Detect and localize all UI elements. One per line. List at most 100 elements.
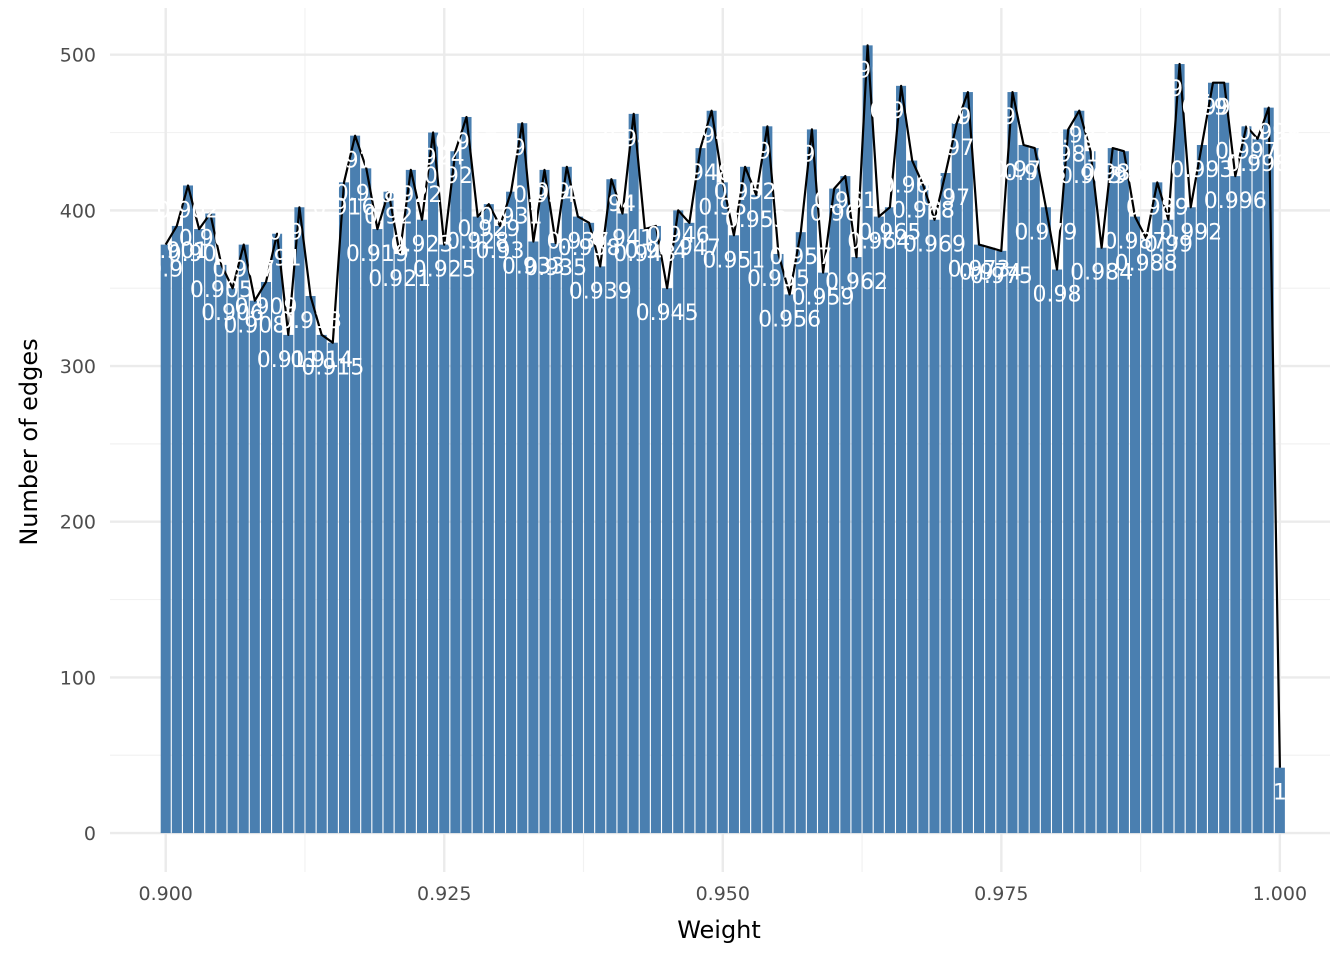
bar-label: 0.981 — [1037, 142, 1100, 167]
bar — [561, 166, 572, 834]
y-tick-label: 100 — [60, 667, 96, 689]
bar — [1274, 767, 1285, 834]
bar-label: 0.951 — [702, 248, 765, 273]
bar — [428, 132, 439, 834]
bar-label: 0.98 — [1033, 283, 1082, 308]
bar-label: 0.953 — [725, 208, 788, 233]
bars — [160, 45, 1285, 834]
bar — [472, 216, 483, 834]
bar-label: 0.985 — [1081, 161, 1144, 186]
bar — [1196, 144, 1207, 834]
bar — [327, 342, 338, 834]
bar — [394, 253, 405, 834]
bar — [494, 225, 505, 834]
bar — [918, 185, 929, 834]
bar — [606, 179, 617, 834]
y-tick-label: 300 — [60, 356, 96, 378]
bar-label: 0.902 — [156, 198, 219, 223]
bar-label: 1 — [1273, 781, 1287, 806]
bar — [1208, 82, 1219, 834]
bar — [695, 148, 706, 834]
bar-label: 0.998 — [1226, 152, 1289, 177]
bar-label: 0.971 — [925, 136, 988, 161]
bar — [1074, 110, 1085, 834]
frequency-line — [164, 44, 1281, 768]
bar — [294, 207, 305, 834]
bar — [1130, 216, 1141, 834]
bar-label: 0.963 — [836, 58, 899, 83]
bar — [528, 241, 539, 834]
bar-label: 0.927 — [435, 130, 498, 155]
bar-label: 0.96 — [810, 202, 859, 227]
bar — [851, 257, 862, 834]
bar-label: 0.957 — [769, 245, 832, 270]
bar — [806, 129, 817, 834]
bar-label: 0.949 — [680, 124, 743, 149]
bar — [260, 281, 271, 834]
bar — [673, 210, 684, 834]
bar-label: 0.915 — [301, 356, 364, 381]
bar — [350, 135, 361, 834]
bar — [238, 244, 249, 834]
bar — [361, 168, 372, 834]
bar-label: 0.922 — [379, 183, 442, 208]
bar-label: 0.906 — [201, 301, 264, 326]
bar-label: 0.961 — [814, 189, 877, 214]
bar — [829, 188, 840, 834]
bar-label: 0.996 — [1204, 189, 1267, 214]
bar-label: 0.931 — [480, 205, 543, 230]
y-tick-label: 200 — [60, 512, 96, 534]
axis-ticks: 0 100 200 300 400 500 0.900 0.925 0.950 0.975 1.00… — [60, 45, 1307, 905]
x-tick-label: 0.975 — [974, 883, 1028, 905]
bar-label: 0.937 — [546, 230, 609, 255]
bar — [996, 250, 1007, 834]
bar-label: 0.983 — [1059, 164, 1122, 189]
bar — [639, 229, 650, 834]
bar-label: 0.911 — [257, 348, 320, 373]
bar — [517, 123, 528, 834]
bar — [884, 207, 895, 834]
bar — [461, 116, 472, 834]
bar-label: 0.984 — [1070, 261, 1133, 286]
bar-label: 0.948 — [669, 161, 732, 186]
bar — [372, 229, 383, 834]
bar — [1107, 148, 1118, 834]
bar-label: 0.97 — [921, 186, 970, 211]
bar — [272, 233, 283, 834]
bar-label: 0.966 — [870, 99, 933, 124]
bar — [194, 229, 205, 834]
bar — [1185, 207, 1196, 834]
bar — [751, 194, 762, 834]
bar — [205, 213, 216, 834]
bar-label: 0.944 — [624, 239, 687, 264]
bar-label: 0.93 — [475, 239, 524, 264]
bar — [1096, 247, 1107, 834]
bar — [662, 288, 673, 834]
y-tick-label: 400 — [60, 200, 96, 222]
bar-labels: 0.90.9010.9020.9030.9040.9050.9060.9070.… — [145, 58, 1300, 805]
x-tick-label: 1.000 — [1253, 883, 1307, 905]
bar-label: 0.986 — [1092, 164, 1155, 189]
bar-label: 0.919 — [346, 242, 409, 267]
bar — [862, 45, 873, 834]
bar — [628, 113, 639, 834]
bar — [962, 92, 973, 834]
bar — [873, 216, 884, 834]
y-tick-label: 500 — [60, 45, 96, 67]
bar — [773, 253, 784, 834]
bar-label: 0.954 — [736, 139, 799, 164]
bar — [506, 191, 517, 834]
bar — [216, 264, 227, 834]
bar — [249, 300, 260, 834]
bar-label: 0.987 — [1104, 230, 1167, 255]
bar-label: 0.908 — [223, 314, 286, 339]
bar-label: 0.909 — [234, 295, 297, 320]
bar-label: 0.923 — [390, 233, 453, 258]
bar-label: 0.978 — [1003, 161, 1066, 186]
bar-label: 0.99 — [1144, 233, 1193, 258]
bar — [1063, 129, 1074, 834]
bar — [1007, 92, 1018, 834]
bar — [617, 213, 628, 834]
bar — [1052, 269, 1063, 834]
bar — [717, 182, 728, 834]
